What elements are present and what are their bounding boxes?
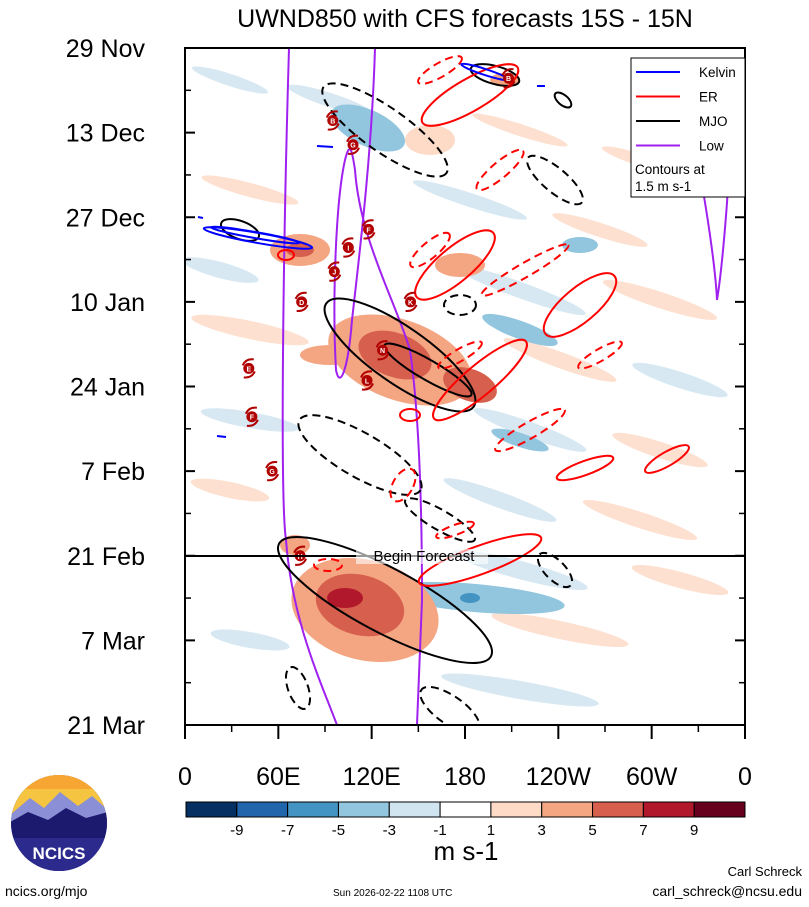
colorbar-swatch	[388, 801, 441, 818]
forecast-label-bg	[356, 549, 488, 564]
legend-note-line2: 1.5 m s-1	[635, 179, 691, 194]
colorbar-label: -7	[281, 822, 294, 839]
cyclone-marker: E	[241, 358, 256, 379]
units-label: m s-1	[434, 836, 499, 866]
x-tick-label: 120E	[342, 763, 400, 791]
cyclone-label: G	[269, 469, 275, 476]
y-tick-label: 7 Feb	[81, 458, 145, 486]
filtered-contours	[197, 48, 731, 725]
cyclone-label: K	[408, 300, 413, 307]
colorbar-swatch	[592, 801, 644, 818]
colorbar-label: 7	[639, 822, 647, 839]
cyclone-marker: G	[346, 134, 360, 155]
footer-email: carl_schreck@ncsu.edu	[652, 883, 802, 899]
cyclone-marker: F	[244, 406, 259, 427]
cyclone-label: F	[250, 415, 255, 422]
cyclone-label: G	[350, 143, 356, 150]
cyclone-marker: G	[265, 461, 280, 482]
cyclone-label: B	[506, 76, 511, 83]
colorbar-swatch	[693, 801, 746, 818]
colorbar-swatch	[236, 801, 289, 818]
cyclone-marker: F	[361, 219, 376, 240]
legend-label-low: Low	[699, 139, 724, 154]
cyclone-label: N	[380, 348, 385, 355]
legend-label-er: ER	[699, 90, 718, 105]
cyclone-label: J	[332, 270, 336, 277]
cyclone-label: H	[298, 554, 303, 561]
y-tick-label: 21 Mar	[67, 712, 145, 740]
colorbar-label: -9	[230, 822, 243, 839]
logo-text: NCICS	[33, 844, 86, 863]
legend-note-line1: Contours at	[635, 162, 705, 177]
axis-ticks	[184, 47, 746, 739]
x-tick-label: 180	[444, 763, 486, 791]
cyclone-label: F	[366, 227, 371, 234]
footer-timestamp: Sun 2026-02-22 1108 UTC	[333, 888, 453, 899]
colorbar-swatch	[439, 801, 492, 818]
legend-label-mjo: MJO	[699, 114, 728, 129]
y-tick-label: 24 Jan	[70, 374, 145, 402]
x-tick-label: 120W	[526, 763, 592, 791]
cyclone-marker: N	[375, 340, 390, 361]
cyclone-marker: B	[325, 110, 340, 131]
x-tick-label: 60E	[256, 763, 300, 791]
y-tick-label: 27 Dec	[66, 204, 145, 232]
cyclone-marker: B	[501, 68, 516, 89]
colorbar-label: 1	[487, 822, 495, 839]
colorbar-swatch	[541, 801, 594, 818]
x-axis-labels: 0 60E 120E 180 120W 60W 0	[178, 763, 752, 791]
cyclone-label: B	[330, 119, 335, 126]
colorbar-label: 9	[690, 822, 698, 839]
y-tick-label: 29 Nov	[66, 35, 146, 63]
cyclone-marker: K	[403, 291, 418, 312]
y-axis-labels: 29 Nov 13 Dec 27 Dec 10 Jan 24 Jan 7 Feb 21 Fe…	[66, 35, 146, 740]
colorbar-label: -5	[332, 822, 345, 839]
colorbar-swatch	[337, 801, 390, 818]
x-tick-label: 60W	[626, 763, 678, 791]
footer-site: ncics.org/mjo	[5, 883, 88, 899]
colorbar-swatch	[185, 801, 238, 818]
footer-author: Carl Schreck	[727, 864, 802, 879]
legend: Contours at 1.5 m s-1 Kelvin ER MJO Low	[630, 57, 746, 198]
cyclone-label: D	[299, 300, 304, 307]
x-tick-label: 0	[738, 763, 752, 791]
cyclone-marker: L	[360, 370, 374, 391]
colorbar-label: -3	[383, 822, 396, 839]
colorbar-swatch	[490, 801, 543, 818]
ncics-logo: NCICS	[11, 775, 107, 871]
cyclone-label: E	[246, 366, 251, 373]
cyclone-marker: D	[294, 291, 309, 312]
legend-label-kelvin: Kelvin	[699, 65, 736, 80]
colorbar-swatch	[642, 801, 695, 818]
colorbar-swatch	[287, 801, 339, 818]
y-tick-label: 21 Feb	[67, 543, 145, 571]
cyclone-marker: I	[341, 237, 356, 258]
colorbar-label: -1	[433, 822, 446, 839]
forecast-label: Begin Forecast	[374, 548, 476, 565]
mjo-contours	[219, 63, 584, 725]
kelvin-contours	[197, 62, 545, 438]
colorbar-label: 5	[588, 822, 596, 839]
chart-title: UWND850 with CFS forecasts 15S - 15N	[237, 5, 693, 33]
tropical-cyclones: B B G F I J D K N E L F G H	[241, 68, 516, 566]
y-tick-label: 10 Jan	[70, 289, 145, 317]
y-tick-label: 7 Mar	[81, 627, 145, 655]
y-tick-label: 13 Dec	[66, 120, 145, 148]
cyclone-label: I	[347, 245, 349, 252]
cyclone-marker: J	[327, 261, 342, 282]
cyclone-label: L	[365, 378, 370, 385]
x-tick-label: 0	[178, 763, 192, 791]
colorbar: -9 -7 -5 -3 -1 1 3 5 7 9	[185, 801, 746, 839]
colorbar-label: 3	[538, 822, 546, 839]
